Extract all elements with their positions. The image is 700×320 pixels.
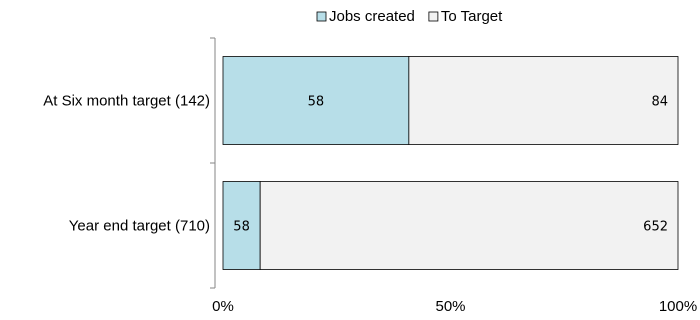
legend-label-0: Jobs created xyxy=(329,8,415,25)
x-tick-label-0: 0% xyxy=(212,298,234,315)
bar-1-1 xyxy=(259,181,679,270)
x-tick-label-1: 50% xyxy=(435,298,465,315)
legend: Jobs created To Target xyxy=(316,8,503,25)
category-label-1: Year end target (710) xyxy=(69,218,210,235)
category-label-0: At Six month target (142) xyxy=(43,93,210,110)
data-label-1-0: 58 xyxy=(233,220,250,235)
bar-1-0 xyxy=(222,181,261,270)
axes-group: At Six month target (142) Year end target… xyxy=(43,37,697,315)
x-tick-label-2: 100% xyxy=(659,298,697,315)
bars-group: 58 84 58 652 xyxy=(222,56,679,270)
legend-swatch-0 xyxy=(316,11,327,22)
legend-label-1: To Target xyxy=(441,8,503,25)
legend-swatch-1 xyxy=(428,11,439,22)
data-label-0-0: 58 xyxy=(308,95,325,110)
bar-0-1 xyxy=(408,56,679,145)
data-label-1-1: 652 xyxy=(643,220,668,235)
data-label-0-1: 84 xyxy=(651,95,668,110)
bar-0-0 xyxy=(222,56,410,145)
